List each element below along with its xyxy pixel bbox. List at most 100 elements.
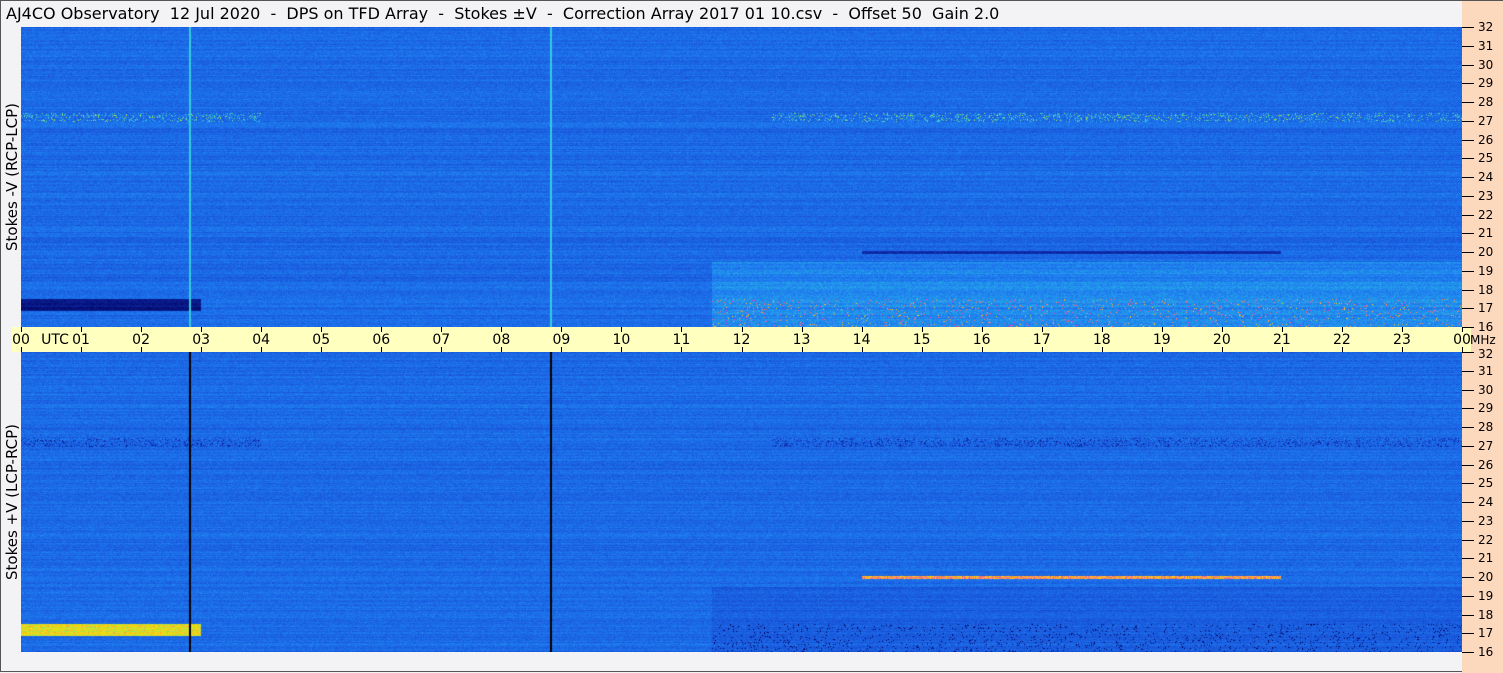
freq-label: 29 [1478,76,1494,91]
time-tick [1401,347,1403,352]
time-label: 15 [912,332,931,348]
time-tick [801,347,803,352]
freq-tick [1462,464,1474,466]
time-tick [1462,327,1463,332]
time-label: 09 [552,332,571,348]
time-tick [141,347,143,352]
time-tick [1221,327,1223,332]
time-tick [1041,347,1043,352]
time-tick [621,327,623,332]
freq-tick [1462,614,1474,616]
freq-tick [1462,83,1474,85]
time-tick [1341,327,1343,332]
freq-tick [1462,158,1474,160]
time-tick [441,347,443,352]
time-tick [801,327,803,332]
time-label: 20 [1212,332,1231,348]
time-tick [1281,327,1283,332]
time-label: 14 [852,332,871,348]
time-tick [81,327,83,332]
time-tick [261,347,263,352]
freq-tick [1462,289,1474,291]
freq-label: 17 [1478,301,1494,316]
freq-tick [1462,270,1474,272]
time-tick [321,347,323,352]
time-label: 16 [972,332,991,348]
spectrogram-stokes-plus-v [21,352,1462,652]
time-tick [501,347,503,352]
freq-tick [1462,595,1474,597]
freq-label: 30 [1478,382,1494,397]
freq-tick [1462,427,1474,428]
time-label: 00 [1453,332,1471,348]
time-label: 13 [792,332,811,348]
freq-label: 26 [1478,132,1494,147]
freq-tick [1462,195,1474,197]
freq-label: 30 [1478,57,1494,72]
time-label: 18 [1092,332,1111,348]
time-tick [981,327,983,332]
time-label: 03 [192,332,211,348]
freq-tick [1462,389,1474,391]
time-tick [621,347,623,352]
time-label: 06 [372,332,391,348]
freq-label: 23 [1478,513,1494,528]
time-tick [501,327,503,332]
freq-label: 31 [1478,363,1494,378]
freq-label: 28 [1478,420,1494,434]
time-tick [21,327,22,332]
freq-tick [1462,64,1474,66]
time-tick [441,327,443,332]
freq-label: 25 [1478,476,1494,491]
freq-label: 26 [1478,457,1494,472]
time-label: 23 [1393,332,1411,348]
freq-label: 23 [1478,188,1494,203]
freq-label: 16 [1478,320,1494,334]
time-label: 05 [312,332,331,348]
freq-label: 19 [1478,588,1494,603]
freq-tick [1462,120,1474,122]
window-title: AJ4CO Observatory 12 Jul 2020 - DPS on T… [6,4,1000,23]
freq-label: 27 [1478,113,1494,128]
time-label: 04 [252,332,271,348]
time-tick [681,327,683,332]
freq-tick [1462,520,1474,522]
time-tick [681,347,683,352]
time-label: 07 [432,332,451,348]
freq-label: 19 [1478,263,1494,278]
time-tick [921,327,923,332]
freq-label: 32 [1478,20,1494,34]
time-label: 19 [1152,332,1171,348]
freq-label: 18 [1478,282,1494,297]
freq-label: 31 [1478,38,1494,53]
time-tick [981,347,983,352]
freq-label: 27 [1478,438,1494,453]
time-label: 21 [1272,332,1291,348]
time-tick [1221,347,1223,352]
time-unit: UTC [41,332,69,348]
time-label: 00 [12,332,30,348]
freq-label: 21 [1478,226,1494,241]
freq-tick [1462,502,1474,503]
freq-tick [1462,652,1474,653]
freq-tick [1462,177,1474,178]
time-tick [921,347,923,352]
time-label: 22 [1332,332,1351,348]
freq-tick [1462,577,1474,578]
freq-label: 20 [1478,570,1494,584]
time-tick [201,327,203,332]
time-label: 02 [132,332,150,348]
time-label: 12 [732,332,751,348]
freq-label: 24 [1478,495,1494,509]
time-tick [1101,327,1103,332]
time-tick [861,347,863,352]
time-tick [1101,347,1103,352]
freq-tick [1462,352,1474,353]
freq-label: 20 [1478,245,1494,259]
spectrogram-stokes-minus-v [21,27,1462,327]
freq-label: 32 [1478,347,1494,361]
freq-label: 29 [1478,401,1494,416]
time-tick [21,347,22,352]
time-tick [261,327,263,332]
freq-tick [1462,558,1474,560]
